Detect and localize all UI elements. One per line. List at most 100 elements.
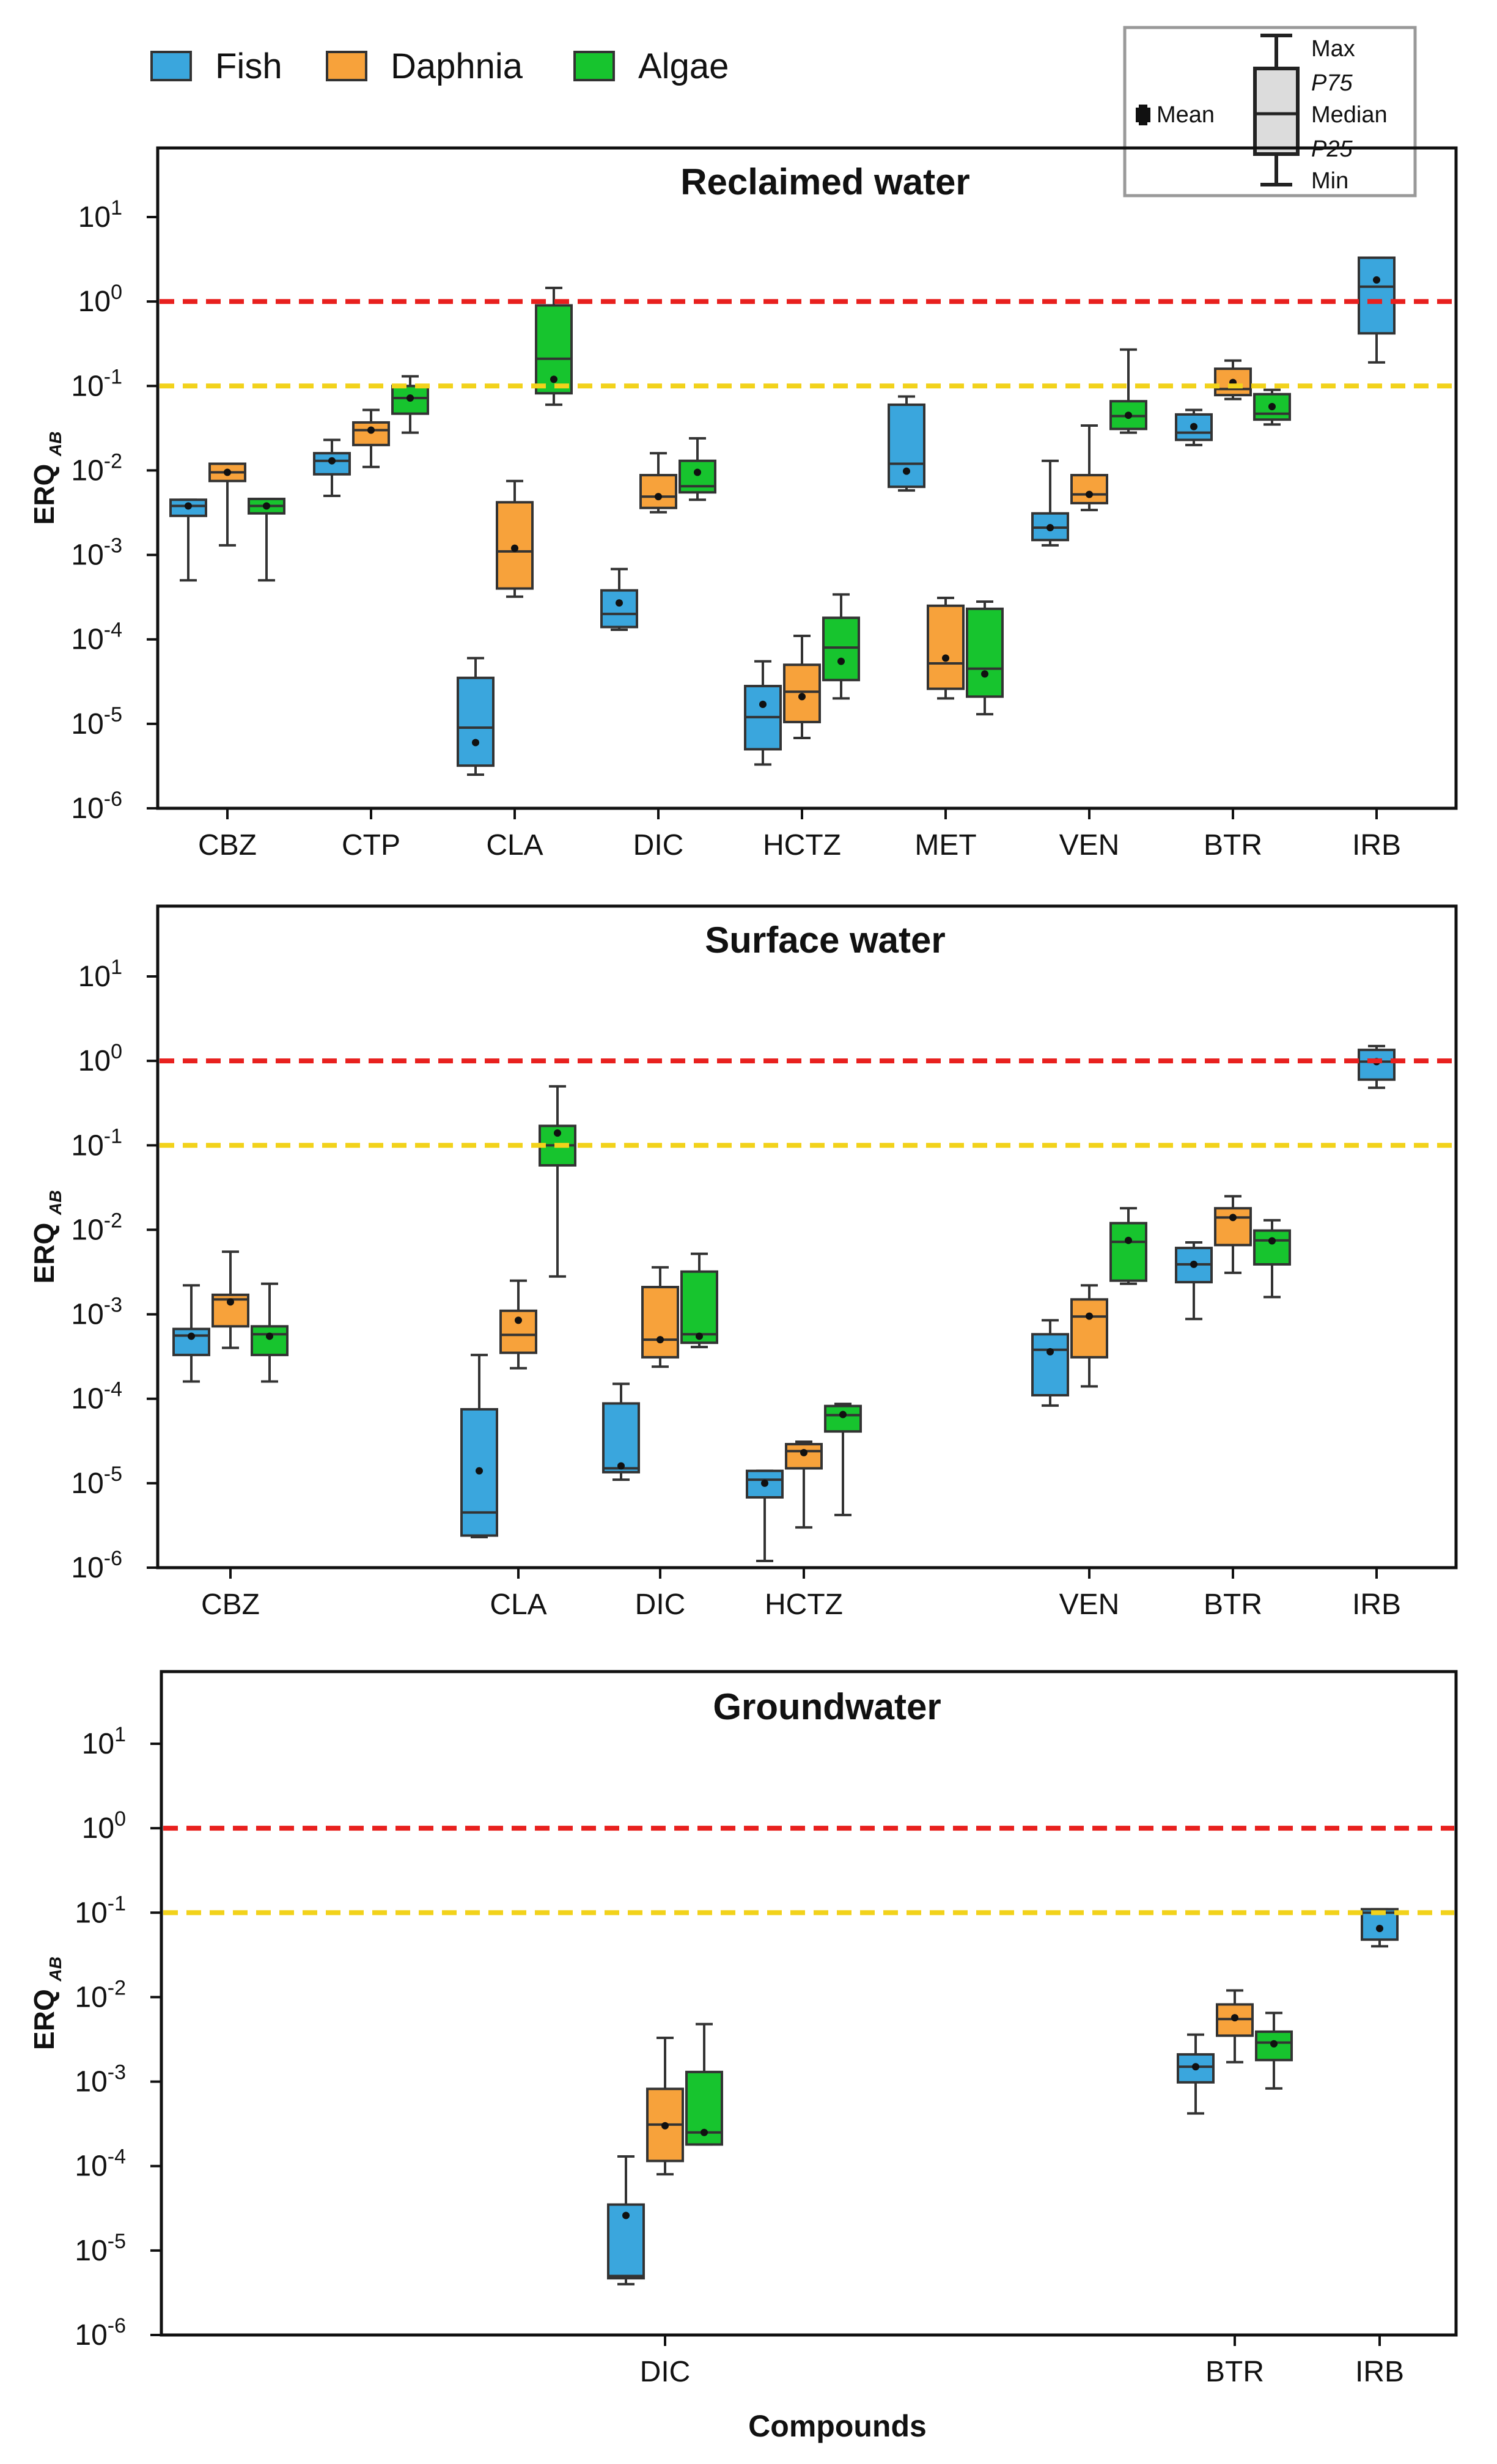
y-tick-exponent: -2 [104,449,122,473]
x-tick-label-ven: VEN [1059,1588,1120,1621]
legend-label-daphnia: Daphnia [391,46,523,86]
mean-point [1231,2014,1238,2022]
box-btr-algae [1255,2012,1293,2090]
box-iqr [1358,256,1396,335]
mean-point [701,2128,708,2136]
panel-surface-water: Surface water10110010-110-210-310-410-51… [28,904,1458,1621]
mean-point [1046,1348,1054,1356]
legend-entry-daphnia: Daphnia [326,46,523,86]
plot-frame [160,1670,1458,2337]
key-mean-marker-v [1139,105,1147,125]
mean-point [328,457,336,465]
y-tick-label: 10-6 [71,1547,122,1584]
y-tick-exponent: -5 [104,703,122,726]
box-dic-algae [679,437,716,501]
x-tick-label-irb: IRB [1352,829,1401,861]
y-tick-label: 10-3 [71,534,122,572]
legend-label-algae: Algae [638,46,729,86]
y-axis-label-sub: AB [46,1957,65,1982]
key-mean-label: Mean [1157,102,1215,128]
legend-entry-fish: Fish [150,46,282,86]
plot-frame [156,146,1458,810]
y-tick-exponent: -1 [104,365,122,388]
mean-point [1086,490,1093,498]
chart-title: Groundwater [713,1686,941,1727]
mean-point [1268,1237,1276,1245]
x-tick-label-dic: DIC [633,829,684,861]
y-tick-label: 10-2 [71,1209,122,1246]
box-dic-fish [602,1382,640,1481]
x-tick-label-cla: CLA [486,829,543,861]
y-tick-exponent: -6 [104,788,122,811]
mean-point [761,1479,768,1487]
y-tick-exponent: -6 [108,2314,126,2337]
mean-point [622,2211,630,2219]
box-iqr [602,1402,640,1474]
y-tick-label: 10-4 [71,619,122,656]
box-cla-fish [457,657,495,776]
y-tick-exponent: 0 [114,1807,126,1831]
mean-point [1376,1925,1383,1933]
box-cla-algae [539,1085,576,1278]
mean-point [263,502,270,510]
y-tick-label: 10-4 [71,1378,122,1415]
legend: Fish Daphnia Algae [150,46,729,86]
mean-point [185,502,192,510]
box-cla-fish [460,1354,498,1539]
y-tick-label: 10-6 [71,788,122,825]
box-iqr [822,616,860,682]
mean-point [617,1462,625,1470]
chart-title: Reclaimed water [680,161,970,202]
mean-point [476,1467,483,1475]
y-tick-label: 100 [78,1040,122,1077]
mean-point [227,1298,234,1306]
mean-point [616,599,623,607]
mean-point [1192,2063,1199,2071]
mean-point [1229,1214,1237,1222]
y-tick-exponent: -4 [104,619,122,642]
y-tick-exponent: -1 [104,1124,122,1148]
mean-point [1046,524,1054,532]
box-iqr [1109,1222,1147,1282]
panel-groundwater: Groundwater10110010-110-210-310-410-510-… [28,1670,1458,2388]
box-iqr [1253,1229,1291,1266]
box-ctp-daphnia [352,408,390,468]
y-tick-label: 10-4 [75,2145,126,2183]
x-tick-label-hctz: HCTZ [763,829,841,861]
boxplot-key: Mean Max P75 Median P25 Min [1123,26,1417,197]
box-iqr [679,459,716,494]
plot-frame [156,904,1458,1570]
box-btr-daphnia [1214,359,1252,400]
box-iqr [251,1325,289,1357]
mean-point [657,1336,664,1344]
y-tick-exponent: 0 [111,281,122,304]
box-ven-daphnia [1070,424,1108,512]
box-cla-daphnia [496,479,534,598]
x-tick-label-ctp: CTP [342,829,400,861]
mean-point [800,1448,807,1456]
y-tick-label: 10-3 [71,1294,122,1331]
y-tick-exponent: -3 [104,534,122,558]
y-tick-label: 101 [78,956,122,993]
box-met-algae [966,600,1004,716]
y-tick-label: 10-2 [71,449,122,487]
box-cbz-fish [172,1284,210,1383]
box-dic-daphnia [646,2036,684,2176]
legend-entry-algae: Algae [573,46,729,86]
box-cbz-algae [251,1282,289,1383]
y-tick-label: 101 [78,196,122,234]
box-ven-fish [1031,459,1069,547]
y-tick-exponent: -1 [108,1892,126,1915]
box-irb-fish [1358,1044,1396,1090]
legend-swatch-daphnia [326,51,367,81]
mean-point [1125,411,1132,419]
mean-point [406,394,414,402]
box-dic-algae [680,1252,718,1349]
x-tick-label-met: MET [914,829,976,861]
y-tick-exponent: -4 [104,1378,122,1401]
box-cla-daphnia [499,1279,537,1370]
mean-point [367,426,375,434]
x-tick-label-btr: BTR [1204,1588,1262,1621]
x-tick-label-hctz: HCTZ [765,1588,843,1621]
mean-point [472,739,479,747]
